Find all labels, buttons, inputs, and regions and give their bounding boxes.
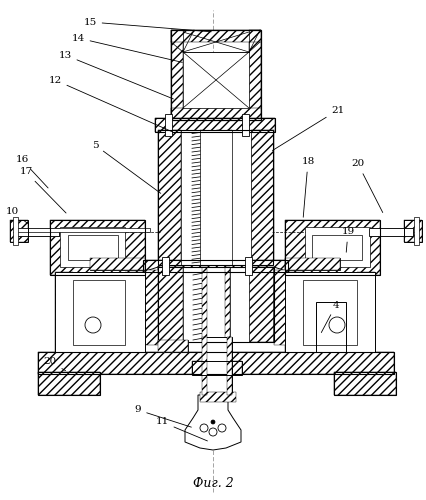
Bar — [248, 30, 260, 120]
Text: 4: 4 — [320, 300, 339, 332]
Bar — [73, 280, 125, 345]
Bar — [170, 108, 260, 120]
Bar — [143, 260, 287, 272]
Text: 13: 13 — [58, 50, 173, 99]
Bar — [161, 257, 169, 275]
Text: 18: 18 — [301, 158, 314, 217]
Bar — [284, 258, 339, 270]
Bar — [284, 220, 379, 275]
Text: 9: 9 — [134, 406, 191, 427]
Bar — [273, 270, 288, 345]
Bar — [181, 130, 250, 265]
Bar — [125, 272, 145, 352]
Bar — [13, 217, 18, 245]
Text: 5: 5 — [92, 140, 160, 194]
Bar — [302, 280, 356, 345]
Bar — [90, 258, 145, 270]
Bar — [158, 130, 272, 265]
Bar — [60, 227, 125, 267]
Text: 20: 20 — [351, 160, 382, 212]
Bar — [403, 220, 421, 242]
Circle shape — [210, 420, 215, 424]
Bar — [199, 130, 204, 265]
Bar — [403, 220, 421, 242]
Bar — [143, 260, 287, 272]
Bar — [284, 272, 302, 352]
Bar — [183, 52, 248, 108]
Bar — [225, 267, 230, 342]
Bar — [192, 361, 242, 375]
Polygon shape — [143, 267, 158, 345]
Bar — [245, 257, 251, 275]
Text: 19: 19 — [340, 228, 354, 252]
Polygon shape — [184, 395, 240, 450]
Bar — [10, 220, 28, 242]
Bar — [158, 340, 187, 352]
Bar — [250, 130, 273, 265]
Bar — [242, 114, 248, 136]
Bar — [227, 130, 231, 265]
Bar — [143, 270, 158, 345]
Bar — [55, 272, 73, 352]
Bar — [199, 392, 236, 402]
Text: 11: 11 — [155, 418, 207, 441]
Bar — [333, 372, 395, 395]
Bar — [170, 30, 183, 120]
Bar — [10, 220, 28, 242]
Text: 16: 16 — [15, 156, 48, 188]
Bar — [315, 302, 345, 352]
Bar — [155, 118, 274, 132]
Text: 14: 14 — [71, 34, 182, 62]
Text: Фиг. 2: Фиг. 2 — [192, 477, 233, 490]
Bar — [50, 220, 145, 275]
Bar — [38, 352, 393, 374]
Bar — [201, 337, 231, 395]
Bar — [248, 267, 273, 342]
Bar — [158, 267, 183, 342]
Text: 20: 20 — [43, 358, 66, 370]
Bar — [201, 267, 207, 342]
Bar — [68, 235, 118, 260]
Bar — [284, 258, 339, 270]
Bar — [356, 272, 374, 352]
Bar — [55, 272, 145, 352]
Bar — [183, 30, 248, 52]
Bar — [15, 228, 150, 232]
Bar — [368, 228, 412, 236]
Bar — [304, 227, 369, 267]
Bar — [201, 337, 207, 395]
Bar — [155, 118, 274, 132]
Bar — [311, 235, 361, 260]
Text: 12: 12 — [48, 76, 172, 132]
Bar — [38, 372, 100, 395]
Bar — [158, 130, 181, 265]
Bar — [227, 337, 231, 395]
Bar — [158, 267, 273, 342]
Text: 10: 10 — [6, 208, 28, 224]
Polygon shape — [273, 267, 288, 345]
Bar — [15, 228, 59, 236]
Bar — [284, 220, 379, 275]
Bar — [38, 352, 393, 374]
Bar — [201, 267, 230, 342]
Bar — [90, 258, 145, 270]
Bar — [192, 361, 242, 375]
Text: 15: 15 — [83, 18, 211, 32]
Bar — [183, 267, 248, 342]
Bar — [333, 372, 395, 395]
Bar — [170, 30, 260, 42]
Text: 21: 21 — [272, 106, 344, 150]
Bar — [164, 114, 172, 136]
Bar — [158, 340, 187, 352]
Bar — [413, 217, 418, 245]
Bar — [284, 272, 374, 352]
Bar — [38, 372, 100, 395]
Bar — [199, 130, 231, 265]
Bar — [315, 302, 345, 352]
Text: 17: 17 — [19, 168, 66, 213]
Bar — [50, 220, 145, 275]
Bar — [170, 30, 260, 120]
